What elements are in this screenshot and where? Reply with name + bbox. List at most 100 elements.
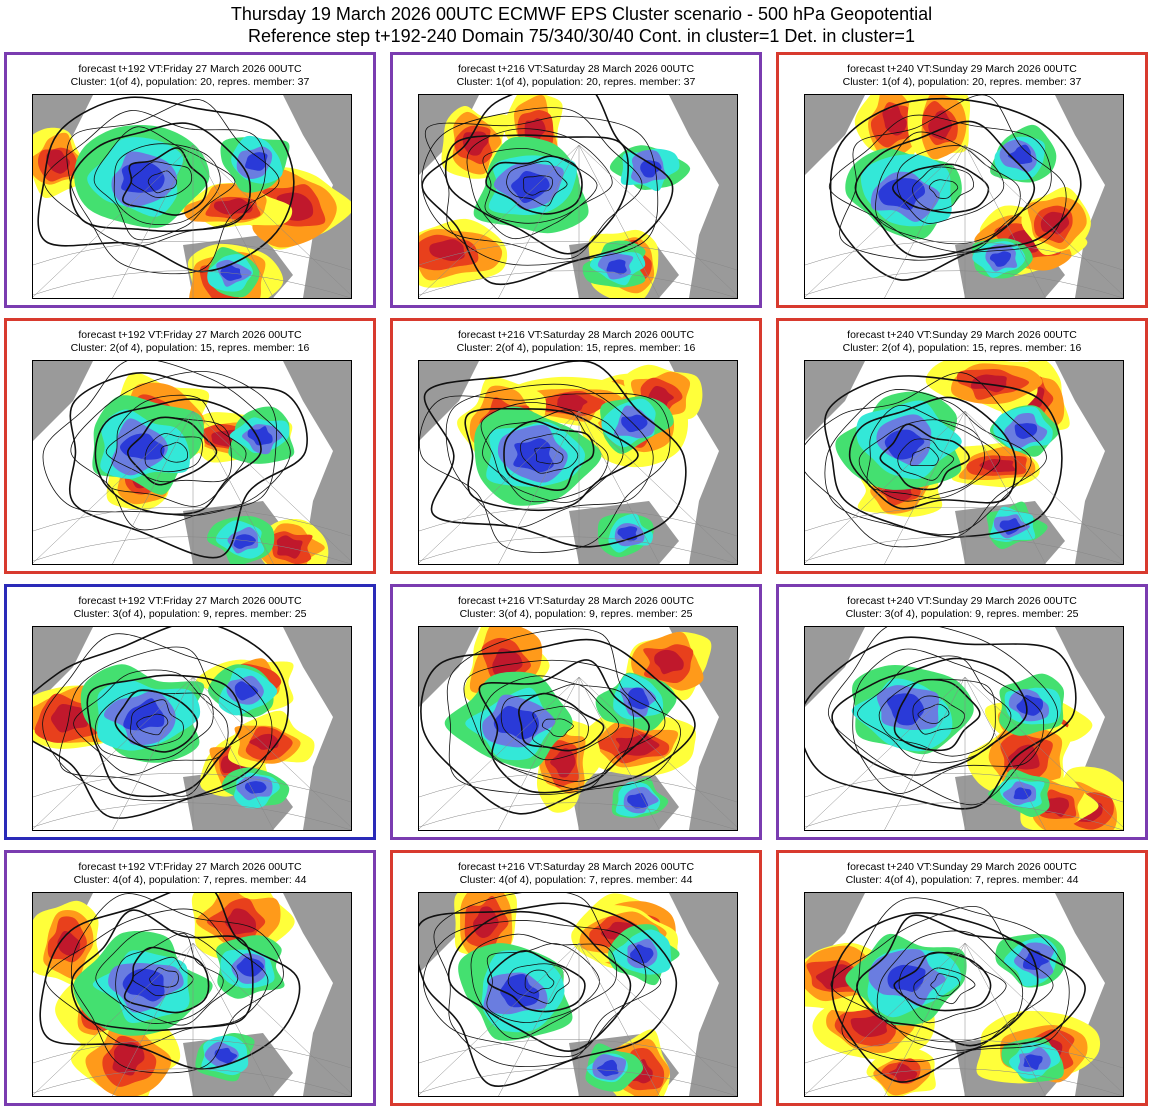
panel-forecast-label: forecast t+216 VT:Saturday 28 March 2026… <box>457 861 695 873</box>
panel-title: forecast t+216 VT:Saturday 28 March 2026… <box>393 329 759 355</box>
geopotential-map <box>418 94 738 299</box>
geopotential-map <box>32 360 352 565</box>
negative-anomaly-shading <box>473 136 691 288</box>
map-graphic <box>33 627 351 830</box>
panel-title: forecast t+240 VT:Sunday 29 March 2026 0… <box>779 63 1145 89</box>
geopotential-map <box>804 94 1124 299</box>
figure-header: Thursday 19 March 2026 00UTC ECMWF EPS C… <box>0 0 1163 48</box>
graticule <box>419 676 737 830</box>
panel-forecast-label: forecast t+240 VT:Sunday 29 March 2026 0… <box>847 63 1077 75</box>
graticule <box>805 410 1123 564</box>
geopotential-contours <box>419 893 678 1088</box>
negative-anomaly-shading <box>458 924 680 1092</box>
map-graphic <box>805 627 1123 830</box>
geopotential-contours <box>805 372 1063 548</box>
geopotential-contours <box>830 897 1086 1083</box>
panel-forecast-label: forecast t+240 VT:Sunday 29 March 2026 0… <box>847 595 1077 607</box>
geopotential-map <box>418 626 738 831</box>
map-graphic <box>805 95 1123 298</box>
geopotential-contours <box>805 627 1077 810</box>
cluster-panel: forecast t+216 VT:Saturday 28 March 2026… <box>390 584 762 840</box>
panel-cluster-label: Cluster: 1(of 4), population: 20, repres… <box>456 76 696 88</box>
panel-title: forecast t+240 VT:Sunday 29 March 2026 0… <box>779 329 1145 355</box>
negative-anomaly-shading <box>444 671 677 818</box>
negative-anomaly-shading <box>845 933 1066 1083</box>
panel-forecast-label: forecast t+216 VT:Saturday 28 March 2026… <box>457 329 695 341</box>
cluster-panel: forecast t+240 VT:Sunday 29 March 2026 0… <box>776 318 1148 574</box>
map-graphic <box>33 361 351 564</box>
panel-forecast-label: forecast t+216 VT:Saturday 28 March 2026… <box>457 63 695 75</box>
panel-title: forecast t+192 VT:Friday 27 March 2026 0… <box>7 329 373 355</box>
graticule <box>419 410 737 564</box>
panel-forecast-label: forecast t+192 VT:Friday 27 March 2026 0… <box>78 63 302 75</box>
geopotential-contours <box>37 96 295 275</box>
positive-anomaly-shading <box>464 627 712 813</box>
panel-cluster-label: Cluster: 1(of 4), population: 20, repres… <box>70 76 310 88</box>
graticule <box>805 942 1123 1096</box>
panel-cluster-label: Cluster: 4(of 4), population: 7, repres.… <box>845 874 1079 886</box>
panel-cluster-label: Cluster: 1(of 4), population: 20, repres… <box>842 76 1082 88</box>
cluster-panel: forecast t+216 VT:Saturday 28 March 2026… <box>390 850 762 1106</box>
map-graphic <box>419 361 737 564</box>
cluster-panel: forecast t+192 VT:Friday 27 March 2026 0… <box>4 584 376 840</box>
geopotential-map <box>804 360 1124 565</box>
panel-title: forecast t+192 VT:Friday 27 March 2026 0… <box>7 63 373 89</box>
panel-cluster-label: Cluster: 3(of 4), population: 9, repres.… <box>459 608 693 620</box>
graticule <box>33 144 351 298</box>
panel-title: forecast t+216 VT:Saturday 28 March 2026… <box>393 63 759 89</box>
panel-title: forecast t+192 VT:Friday 27 March 2026 0… <box>7 861 373 887</box>
geopotential-contours <box>421 95 674 286</box>
graticule <box>419 144 737 298</box>
panel-cluster-label: Cluster: 2(of 4), population: 15, repres… <box>842 342 1082 354</box>
cluster-panel: forecast t+192 VT:Friday 27 March 2026 0… <box>4 318 376 574</box>
panel-forecast-label: forecast t+192 VT:Friday 27 March 2026 0… <box>78 861 302 873</box>
negative-anomaly-shading <box>80 664 290 809</box>
cluster-panel: forecast t+216 VT:Saturday 28 March 2026… <box>390 318 762 574</box>
map-graphic <box>419 95 737 298</box>
panel-title: forecast t+192 VT:Friday 27 March 2026 0… <box>7 595 373 621</box>
panel-title: forecast t+216 VT:Saturday 28 March 2026… <box>393 595 759 621</box>
cluster-panel: forecast t+192 VT:Friday 27 March 2026 0… <box>4 52 376 308</box>
map-graphic <box>419 627 737 830</box>
geopotential-map <box>804 626 1124 831</box>
graticule <box>805 144 1123 298</box>
cluster-panel: forecast t+240 VT:Sunday 29 March 2026 0… <box>776 584 1148 840</box>
geopotential-map <box>32 626 352 831</box>
cluster-panel: forecast t+192 VT:Friday 27 March 2026 0… <box>4 850 376 1106</box>
geopotential-map <box>418 892 738 1097</box>
panel-cluster-label: Cluster: 2(of 4), population: 15, repres… <box>456 342 696 354</box>
panel-forecast-label: forecast t+240 VT:Sunday 29 March 2026 0… <box>847 861 1077 873</box>
cluster-panel: forecast t+240 VT:Sunday 29 March 2026 0… <box>776 850 1148 1106</box>
graticule <box>33 942 351 1096</box>
panel-cluster-label: Cluster: 3(of 4), population: 9, repres.… <box>73 608 307 620</box>
cluster-panel: forecast t+216 VT:Saturday 28 March 2026… <box>390 52 762 308</box>
graticule <box>33 676 351 830</box>
map-graphic <box>33 893 351 1096</box>
geopotential-contours <box>42 361 308 559</box>
geopotential-contours <box>33 627 289 819</box>
panel-title: forecast t+240 VT:Sunday 29 March 2026 0… <box>779 861 1145 887</box>
map-graphic <box>805 361 1123 564</box>
geopotential-map <box>418 360 738 565</box>
graticule <box>33 410 351 564</box>
panel-forecast-label: forecast t+240 VT:Sunday 29 March 2026 0… <box>847 329 1077 341</box>
panel-forecast-label: forecast t+216 VT:Saturday 28 March 2026… <box>457 595 695 607</box>
map-graphic <box>419 893 737 1096</box>
figure-subtitle: Reference step t+192-240 Domain 75/340/3… <box>248 26 915 46</box>
panel-title: forecast t+240 VT:Sunday 29 March 2026 0… <box>779 595 1145 621</box>
geopotential-contours <box>420 628 696 815</box>
figure-title: Thursday 19 March 2026 00UTC ECMWF EPS C… <box>230 4 933 24</box>
panel-forecast-label: forecast t+192 VT:Friday 27 March 2026 0… <box>78 595 302 607</box>
geopotential-map <box>32 892 352 1097</box>
panel-title: forecast t+216 VT:Saturday 28 March 2026… <box>393 861 759 887</box>
panel-forecast-label: forecast t+192 VT:Friday 27 March 2026 0… <box>78 329 302 341</box>
graticule <box>805 676 1123 830</box>
geopotential-map <box>804 892 1124 1097</box>
panel-cluster-label: Cluster: 2(of 4), population: 15, repres… <box>70 342 310 354</box>
graticule <box>419 942 737 1096</box>
panel-cluster-label: Cluster: 4(of 4), population: 7, repres.… <box>73 874 307 886</box>
map-graphic <box>33 95 351 298</box>
panel-cluster-label: Cluster: 4(of 4), population: 7, repres.… <box>459 874 693 886</box>
panel-cluster-label: Cluster: 3(of 4), population: 9, repres.… <box>845 608 1079 620</box>
geopotential-map <box>32 94 352 299</box>
